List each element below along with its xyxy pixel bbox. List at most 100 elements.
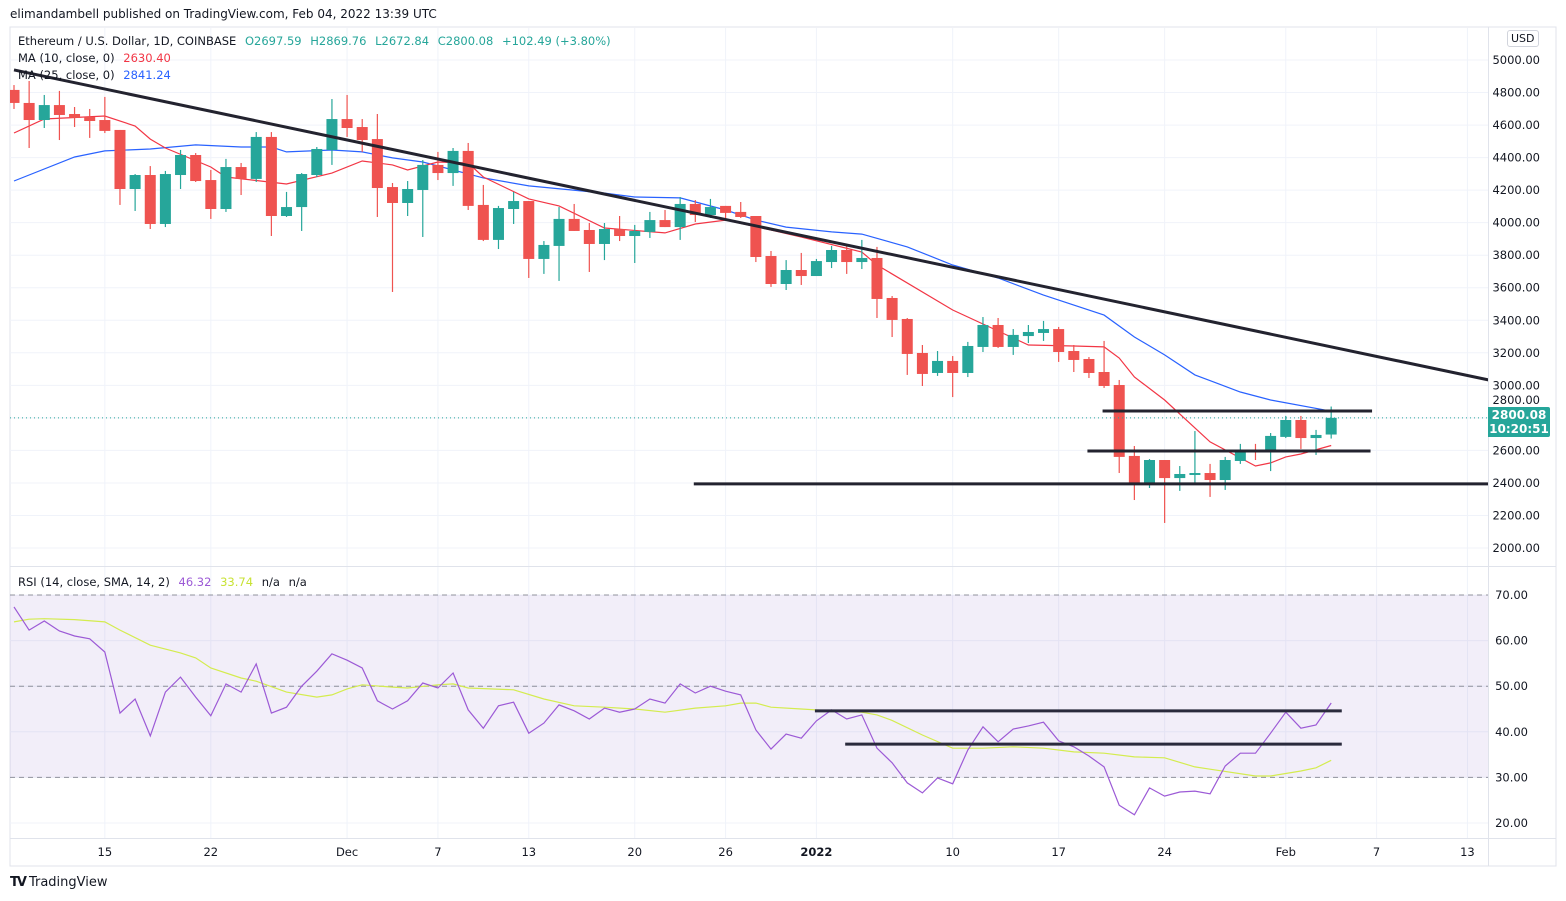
candle-body <box>932 360 944 373</box>
price-tick-label: 4800.00 <box>1492 86 1540 100</box>
rsi-tick-label: 70.00 <box>1495 588 1528 602</box>
symbol-legend[interactable]: Ethereum / U.S. Dollar, 1D, COINBASE O26… <box>18 34 616 48</box>
currency-button[interactable]: USD <box>1507 30 1539 47</box>
candle-down <box>614 216 626 242</box>
candle-body <box>735 211 747 217</box>
candle-body <box>901 318 913 354</box>
rsi-tick-label: 20.00 <box>1495 816 1528 830</box>
price-pane[interactable] <box>9 68 1489 523</box>
candle-down <box>1159 460 1171 523</box>
candle-down <box>477 184 489 242</box>
time-tick-label: 13 <box>521 845 536 859</box>
candle-down <box>583 222 595 272</box>
candle-up <box>1280 415 1292 439</box>
candle-down <box>795 252 807 285</box>
last-price-value: 2800.08 <box>1491 408 1547 422</box>
candle-body <box>947 360 959 373</box>
price-tick-label: 3800.00 <box>1492 248 1540 262</box>
rsi-legend[interactable]: RSI (14, close, SMA, 14, 2) 46.32 33.74 … <box>18 575 312 589</box>
time-tick-label: 10 <box>945 845 960 859</box>
ohlc-high: H2869.76 <box>310 34 367 48</box>
candle-body <box>1113 385 1125 457</box>
candle-body <box>1280 419 1292 437</box>
rsi-value: 46.32 <box>178 575 212 589</box>
rsi-sma-line <box>13 618 1332 777</box>
candle-body <box>341 119 353 128</box>
ma10-value: 2630.40 <box>123 51 171 65</box>
candle-body <box>780 270 792 284</box>
candle-down <box>886 296 898 338</box>
ohlc-low: L2672.84 <box>375 34 430 48</box>
candle-down <box>1128 446 1140 501</box>
candle-body <box>1310 434 1322 439</box>
time-axis[interactable]: 15 22 Dec 7 13 20 26 2022 10 17 24 Feb 7 13 <box>98 845 1475 859</box>
symbol-title: Ethereum / U.S. Dollar, 1D, COINBASE <box>18 34 237 48</box>
ma10-legend[interactable]: MA (10, close, 0) 2630.40 <box>18 51 176 65</box>
candle-down <box>1068 344 1080 373</box>
candle-body <box>750 216 762 257</box>
candle-body <box>598 229 610 244</box>
candle-body <box>190 154 202 182</box>
candle-up <box>296 173 308 231</box>
candle-up <box>553 207 565 281</box>
brand-name: TradingView <box>28 875 108 890</box>
candle-body <box>326 119 338 150</box>
rsi-tick-label: 60.00 <box>1495 634 1528 648</box>
candle-down <box>735 202 747 218</box>
ma25-legend[interactable]: MA (25, close, 0) 2841.24 <box>18 68 176 82</box>
candle-body <box>159 174 171 224</box>
candle-up <box>1038 320 1050 341</box>
rsi-pane[interactable] <box>13 606 1342 816</box>
candle-body <box>568 218 580 231</box>
candle-body <box>1204 473 1216 481</box>
candle-body <box>977 324 989 347</box>
candle-body <box>1189 473 1201 475</box>
candle-down <box>916 344 928 386</box>
rsi-axis[interactable]: 70.00 60.00 50.00 40.00 30.00 20.00 <box>1495 588 1528 830</box>
candle-body <box>826 249 838 263</box>
candle-body <box>644 220 656 232</box>
rsi-na-2: n/a <box>288 575 307 589</box>
candle-down <box>523 201 535 278</box>
price-tick-label: 5000.00 <box>1492 53 1540 67</box>
time-tick-label: 20 <box>627 845 642 859</box>
candle-up <box>492 205 504 250</box>
price-tick-label: 2400.00 <box>1492 476 1540 490</box>
candle-body <box>523 201 535 259</box>
rsi-sma-value: 33.74 <box>220 575 254 589</box>
candle-up <box>250 132 262 183</box>
rsi-tick-label: 50.00 <box>1495 679 1528 693</box>
candle-up <box>1174 466 1186 491</box>
price-tick-label: 3600.00 <box>1492 281 1540 295</box>
tradingview-brand[interactable]: TV TradingView <box>10 875 107 890</box>
bar-countdown: 10:20:51 <box>1489 422 1549 436</box>
candle-up <box>780 260 792 291</box>
candle-up <box>129 174 141 211</box>
candle-down <box>1053 326 1065 362</box>
tradingview-logo-icon: TV <box>10 875 27 890</box>
candle-up <box>932 351 944 376</box>
candle-body <box>1265 435 1277 452</box>
candle-body <box>992 324 1004 347</box>
candle-body <box>856 257 868 263</box>
price-tick-label: 2800.00 <box>1492 393 1540 407</box>
candle-body <box>402 188 414 203</box>
time-tick-label: Dec <box>336 845 358 859</box>
candle-down <box>871 246 883 318</box>
time-tick-label: Feb <box>1276 845 1296 859</box>
candle-down <box>947 356 959 398</box>
candle-body <box>387 187 398 203</box>
price-axis[interactable]: 5000.00 4800.00 4600.00 4400.00 4200.00 4000.… <box>1492 53 1540 555</box>
last-price-label: 2800.08 10:20:51 <box>1488 407 1550 437</box>
candle-down <box>462 142 474 210</box>
candle-body <box>205 180 217 210</box>
price-tick-label: 3000.00 <box>1492 378 1540 392</box>
price-tick-label: 3200.00 <box>1492 346 1540 360</box>
candle-body <box>1174 473 1186 479</box>
candle-down <box>53 90 65 141</box>
candle-down <box>265 132 277 237</box>
candle-up <box>1234 443 1246 464</box>
price-tick-label: 3400.00 <box>1492 313 1540 327</box>
candle-body <box>614 229 626 237</box>
